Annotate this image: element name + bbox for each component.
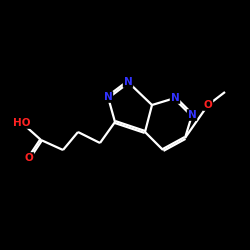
Text: N: N <box>124 77 132 87</box>
Text: HO: HO <box>13 118 31 128</box>
Text: N: N <box>104 92 112 102</box>
Text: N: N <box>170 93 179 103</box>
Text: O: O <box>24 153 34 163</box>
Text: N: N <box>188 110 196 120</box>
Text: O: O <box>204 100 212 110</box>
